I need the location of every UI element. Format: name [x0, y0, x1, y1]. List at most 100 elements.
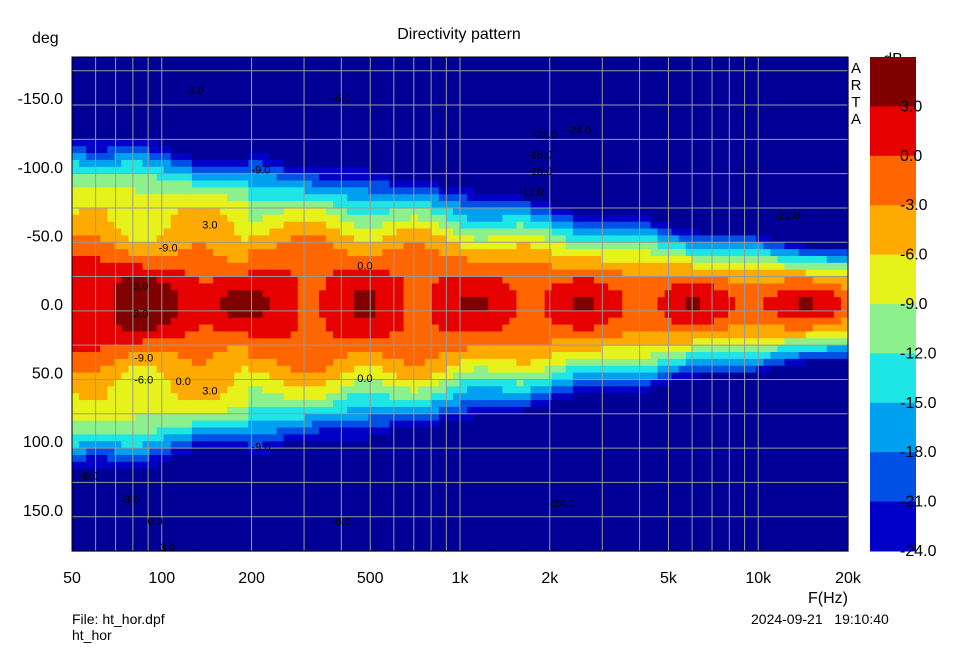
- heatmap-cell: [283, 249, 292, 257]
- heatmap-cell: [163, 214, 172, 223]
- heatmap-cell: [396, 91, 405, 99]
- heatmap-cell: [269, 180, 278, 188]
- heatmap-cell: [276, 98, 285, 106]
- heatmap-cell: [206, 105, 214, 113]
- heatmap-cell: [135, 537, 144, 545]
- heatmap-cell: [509, 194, 518, 202]
- heatmap-cell: [79, 509, 87, 518]
- heatmap-cell: [424, 146, 433, 154]
- heatmap-cell: [248, 496, 257, 504]
- heatmap-cell: [410, 180, 419, 188]
- heatmap-cell: [142, 228, 151, 236]
- heatmap-cell: [354, 454, 362, 463]
- heatmap-cell: [481, 372, 489, 381]
- heatmap-cell: [191, 111, 200, 120]
- heatmap-cell: [460, 125, 468, 134]
- heatmap-cell: [537, 283, 546, 291]
- heatmap-cell: [163, 338, 172, 346]
- heatmap-cell: [79, 70, 87, 79]
- heatmap-cell: [276, 91, 285, 99]
- heatmap-cell: [156, 496, 165, 504]
- heatmap-cell: [198, 297, 207, 305]
- heatmap-cell: [163, 269, 172, 278]
- heatmap-cell: [184, 166, 193, 175]
- heatmap-cell: [297, 228, 306, 236]
- heatmap-cell: [198, 317, 207, 326]
- heatmap-cell: [424, 482, 433, 490]
- heatmap-cell: [114, 331, 122, 339]
- heatmap-cell: [523, 338, 532, 346]
- heatmap-cell: [72, 393, 80, 401]
- heatmap-cell: [445, 406, 454, 415]
- heatmap-cell: [241, 159, 249, 168]
- heatmap-cell: [551, 166, 560, 175]
- heatmap-cell: [262, 317, 271, 326]
- heatmap-cell: [121, 317, 130, 326]
- heatmap-cell: [460, 345, 468, 353]
- heatmap-cell: [516, 269, 525, 278]
- heatmap-cell: [325, 207, 334, 216]
- heatmap-cell: [509, 413, 518, 422]
- heatmap-cell: [248, 516, 257, 525]
- heatmap-cell: [283, 482, 292, 490]
- heatmap-cell: [100, 207, 108, 216]
- heatmap-cell: [276, 544, 285, 552]
- heatmap-cell: [438, 496, 447, 504]
- heatmap-cell: [509, 386, 518, 394]
- heatmap-cell: [318, 475, 327, 483]
- heatmap-cell: [375, 406, 383, 415]
- heatmap-cell: [213, 482, 221, 490]
- heatmap-cell: [325, 159, 334, 168]
- heatmap-cell: [361, 201, 369, 209]
- heatmap-cell: [474, 523, 482, 532]
- heatmap-cell: [467, 132, 475, 140]
- heatmap-cell: [304, 434, 313, 442]
- heatmap-cell: [121, 255, 130, 264]
- heatmap-cell: [438, 516, 447, 525]
- heatmap-cell: [502, 91, 510, 99]
- heatmap-cell: [537, 91, 546, 99]
- heatmap-cell: [156, 283, 165, 291]
- heatmap-cell: [227, 166, 235, 175]
- heatmap-cell: [255, 228, 264, 236]
- heatmap-cell: [121, 214, 130, 223]
- heatmap-cell: [290, 214, 299, 223]
- heatmap-cell: [177, 420, 186, 429]
- heatmap-cell: [184, 111, 193, 120]
- heatmap-cell: [333, 468, 341, 477]
- heatmap-cell: [149, 290, 158, 298]
- heatmap-cell: [297, 276, 306, 285]
- heatmap-cell: [283, 290, 292, 298]
- heatmap-cell: [100, 235, 108, 243]
- heatmap-cell: [481, 290, 489, 298]
- heatmap-cell: [149, 338, 158, 346]
- heatmap-cell: [389, 262, 398, 271]
- heatmap-cell: [382, 146, 391, 154]
- heatmap-cell: [191, 441, 200, 449]
- heatmap-cell: [241, 448, 249, 456]
- heatmap-cell: [93, 166, 101, 175]
- heatmap-cell: [403, 91, 412, 99]
- heatmap-cell: [177, 242, 186, 250]
- heatmap-cell: [262, 63, 271, 72]
- heatmap-cell: [417, 91, 426, 99]
- heatmap-cell: [530, 111, 539, 120]
- heatmap-cell: [417, 448, 426, 456]
- heatmap-cell: [107, 84, 115, 92]
- heatmap-cell: [177, 372, 186, 381]
- heatmap-cell: [142, 468, 151, 477]
- heatmap-cell: [100, 63, 108, 72]
- heatmap-cell: [347, 448, 355, 456]
- heatmap-cell: [375, 324, 383, 333]
- heatmap-cell: [156, 386, 165, 394]
- heatmap-cell: [460, 400, 468, 408]
- heatmap-cell: [276, 331, 285, 339]
- heatmap-cell: [382, 221, 391, 230]
- heatmap-cell: [523, 386, 532, 394]
- heatmap-cell: [318, 448, 327, 456]
- heatmap-cell: [262, 413, 271, 422]
- heatmap-cell: [220, 544, 228, 552]
- heatmap-cell: [170, 139, 179, 147]
- heatmap-cell: [410, 448, 419, 456]
- heatmap-cell: [297, 125, 306, 134]
